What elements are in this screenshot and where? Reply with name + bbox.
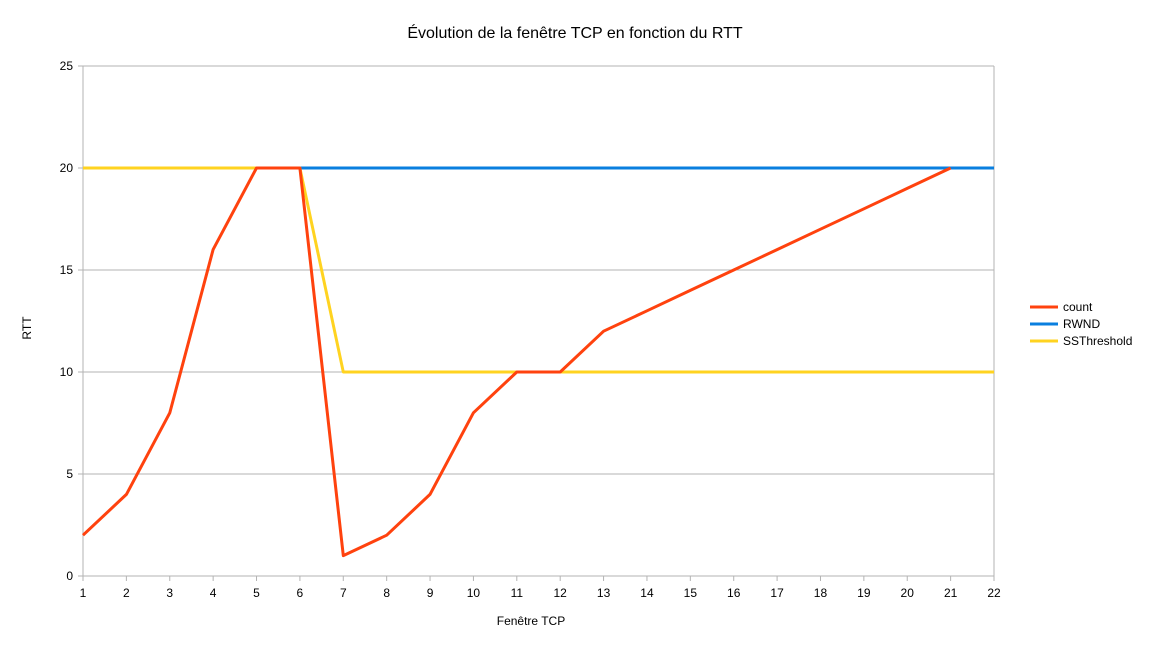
x-tick-label: 19 bbox=[857, 586, 871, 600]
x-tick-label: 20 bbox=[901, 586, 915, 600]
legend: count RWND SSThreshold bbox=[1030, 300, 1132, 348]
y-tick-label: 25 bbox=[60, 59, 74, 73]
x-tick-label: 14 bbox=[640, 586, 654, 600]
x-tick-label: 15 bbox=[684, 586, 698, 600]
y-tick-label: 5 bbox=[66, 467, 73, 481]
y-tick-label: 10 bbox=[60, 365, 74, 379]
x-tick-label: 13 bbox=[597, 586, 611, 600]
x-tick-label: 3 bbox=[166, 586, 173, 600]
x-tick-label: 12 bbox=[554, 586, 568, 600]
x-tick-label: 11 bbox=[511, 586, 524, 600]
x-tick-label: 6 bbox=[297, 586, 304, 600]
series-line-count bbox=[81, 166, 952, 558]
x-tick-label: 22 bbox=[987, 586, 1001, 600]
x-tick-label: 2 bbox=[123, 586, 130, 600]
x-tick-label: 4 bbox=[210, 586, 217, 600]
y-tick-label: 0 bbox=[66, 569, 73, 583]
y-axis-label: RTT bbox=[20, 316, 34, 340]
x-tick-label: 21 bbox=[944, 586, 958, 600]
x-tick-label: 8 bbox=[383, 586, 390, 600]
x-tick-label: 5 bbox=[253, 586, 260, 600]
x-tick-label: 7 bbox=[340, 586, 347, 600]
x-tick-label: 10 bbox=[467, 586, 481, 600]
y-tick-label: 20 bbox=[60, 161, 74, 175]
x-axis-label: Fenêtre TCP bbox=[497, 614, 565, 628]
x-tick-label: 16 bbox=[727, 586, 741, 600]
x-tick-label: 9 bbox=[427, 586, 434, 600]
x-tick-label: 17 bbox=[770, 586, 784, 600]
x-tick-label: 18 bbox=[814, 586, 828, 600]
series-lines bbox=[81, 166, 994, 558]
legend-label-ssthreshold: SSThreshold bbox=[1063, 334, 1132, 348]
y-tick-label: 15 bbox=[60, 263, 74, 277]
x-tick-label: 1 bbox=[80, 586, 87, 600]
legend-label-rwnd: RWND bbox=[1063, 317, 1100, 331]
legend-label-count: count bbox=[1063, 300, 1093, 314]
chart-title: Évolution de la fenêtre TCP en fonction … bbox=[407, 23, 743, 42]
grid bbox=[83, 65, 994, 475]
